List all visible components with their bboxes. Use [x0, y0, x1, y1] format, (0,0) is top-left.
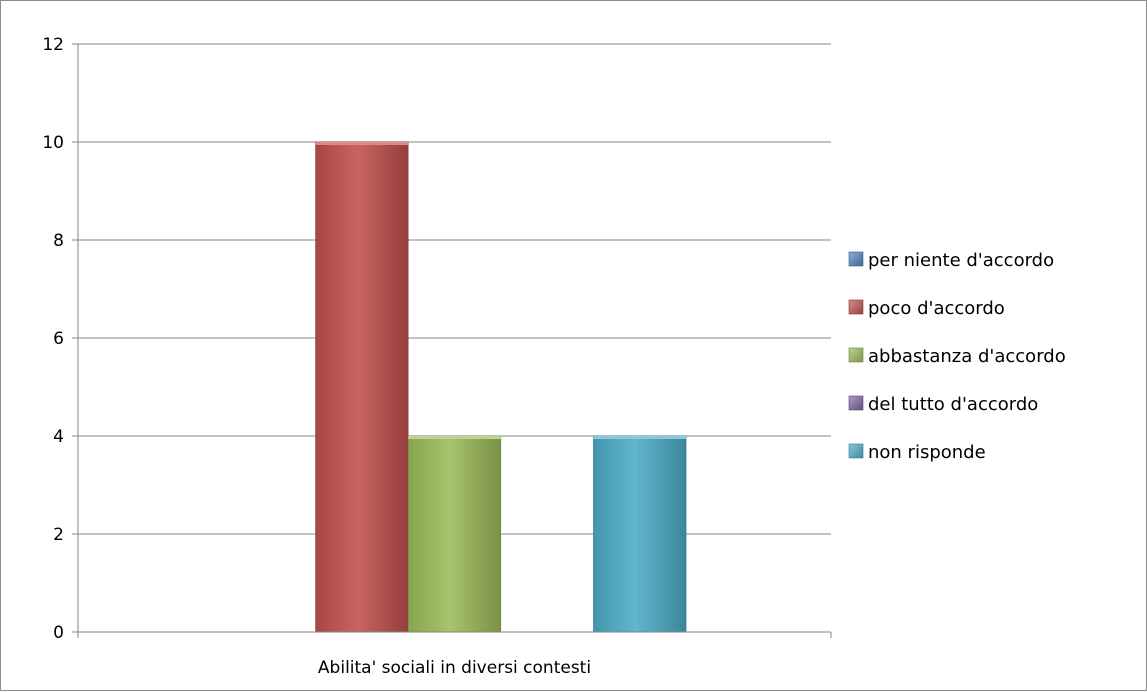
- legend-label: abbastanza d'accordo: [868, 346, 1066, 367]
- bar-poco-d-accordo: [315, 141, 409, 633]
- bar-abbastanza-d-accordo: [407, 435, 502, 633]
- x-category-label: Abilita' sociali in diversi contesti: [318, 658, 591, 678]
- legend-swatch: [848, 251, 864, 267]
- y-tick-label: 10: [42, 133, 64, 153]
- bar-non-risponde: [593, 435, 687, 633]
- bars: [315, 141, 687, 633]
- y-tick-label: 8: [53, 231, 64, 251]
- y-tick-label: 6: [53, 329, 64, 349]
- bar-top-highlight: [593, 436, 687, 439]
- legend-swatch: [848, 395, 864, 411]
- legend-swatch: [848, 299, 864, 315]
- legend-swatch: [848, 443, 864, 459]
- y-tick-label: 0: [53, 623, 64, 643]
- legend-label: non risponde: [868, 442, 986, 463]
- legend-label: poco d'accordo: [868, 298, 1005, 319]
- axes: 0 2 4 6 8 10 12 Abilita' sociali in diversi con…: [42, 35, 832, 678]
- legend-label: per niente d'accordo: [868, 250, 1054, 271]
- bar-top-highlight: [315, 142, 409, 145]
- y-tick-label: 12: [42, 35, 64, 55]
- y-tick-label: 4: [53, 427, 64, 447]
- legend: per niente d'accordo poco d'accordo abbast…: [848, 250, 1066, 463]
- bar-top-highlight: [408, 436, 501, 439]
- legend-label: del tutto d'accordo: [868, 394, 1038, 415]
- gridlines: [78, 43, 831, 535]
- legend-swatch: [848, 347, 864, 363]
- y-tick-label: 2: [53, 525, 64, 545]
